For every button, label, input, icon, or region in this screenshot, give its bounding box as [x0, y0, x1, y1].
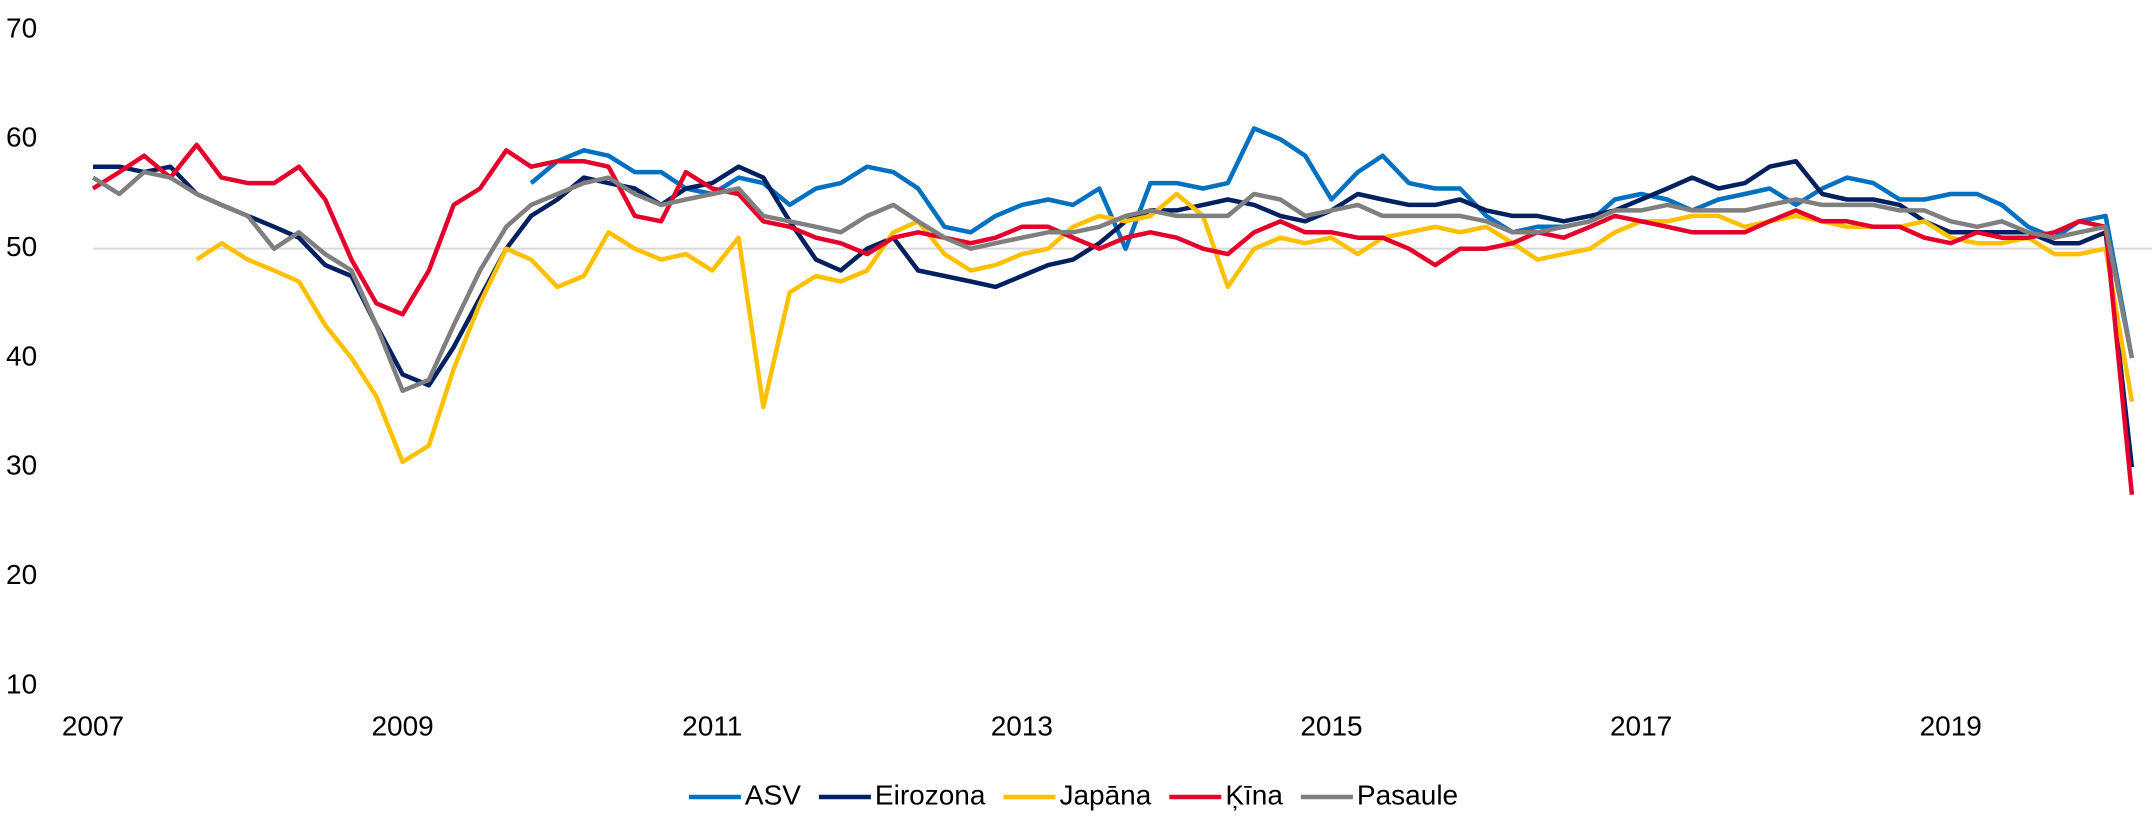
- y-tick-label: 20: [6, 559, 37, 590]
- series-line: [91, 169, 2135, 394]
- y-tick-label: 50: [6, 231, 37, 262]
- x-tick-label: 2019: [1920, 710, 1982, 741]
- legend-label: Eirozona: [875, 779, 986, 810]
- y-tick-label: 60: [6, 122, 37, 153]
- y-tick-label: 10: [6, 668, 37, 699]
- legend-label: Pasaule: [1357, 779, 1458, 810]
- y-tick-label: 40: [6, 340, 37, 371]
- series-line: [93, 158, 2135, 468]
- series-line: [195, 191, 2135, 465]
- x-tick-label: 2007: [62, 710, 124, 741]
- y-tick-label: 70: [6, 12, 37, 43]
- x-tick-label: 2015: [1300, 710, 1362, 741]
- x-tick-label: 2013: [991, 710, 1053, 741]
- y-tick-label: 30: [6, 450, 37, 481]
- x-tick-label: 2011: [682, 710, 742, 741]
- series-line: [529, 126, 2135, 359]
- x-tick-label: 2009: [371, 710, 433, 741]
- legend-label: ASV: [745, 779, 801, 810]
- x-tick-label: 2017: [1610, 710, 1672, 741]
- series-line: [91, 142, 2135, 495]
- legend-label: Ķīna: [1225, 779, 1283, 810]
- legend-label: Japāna: [1059, 779, 1151, 810]
